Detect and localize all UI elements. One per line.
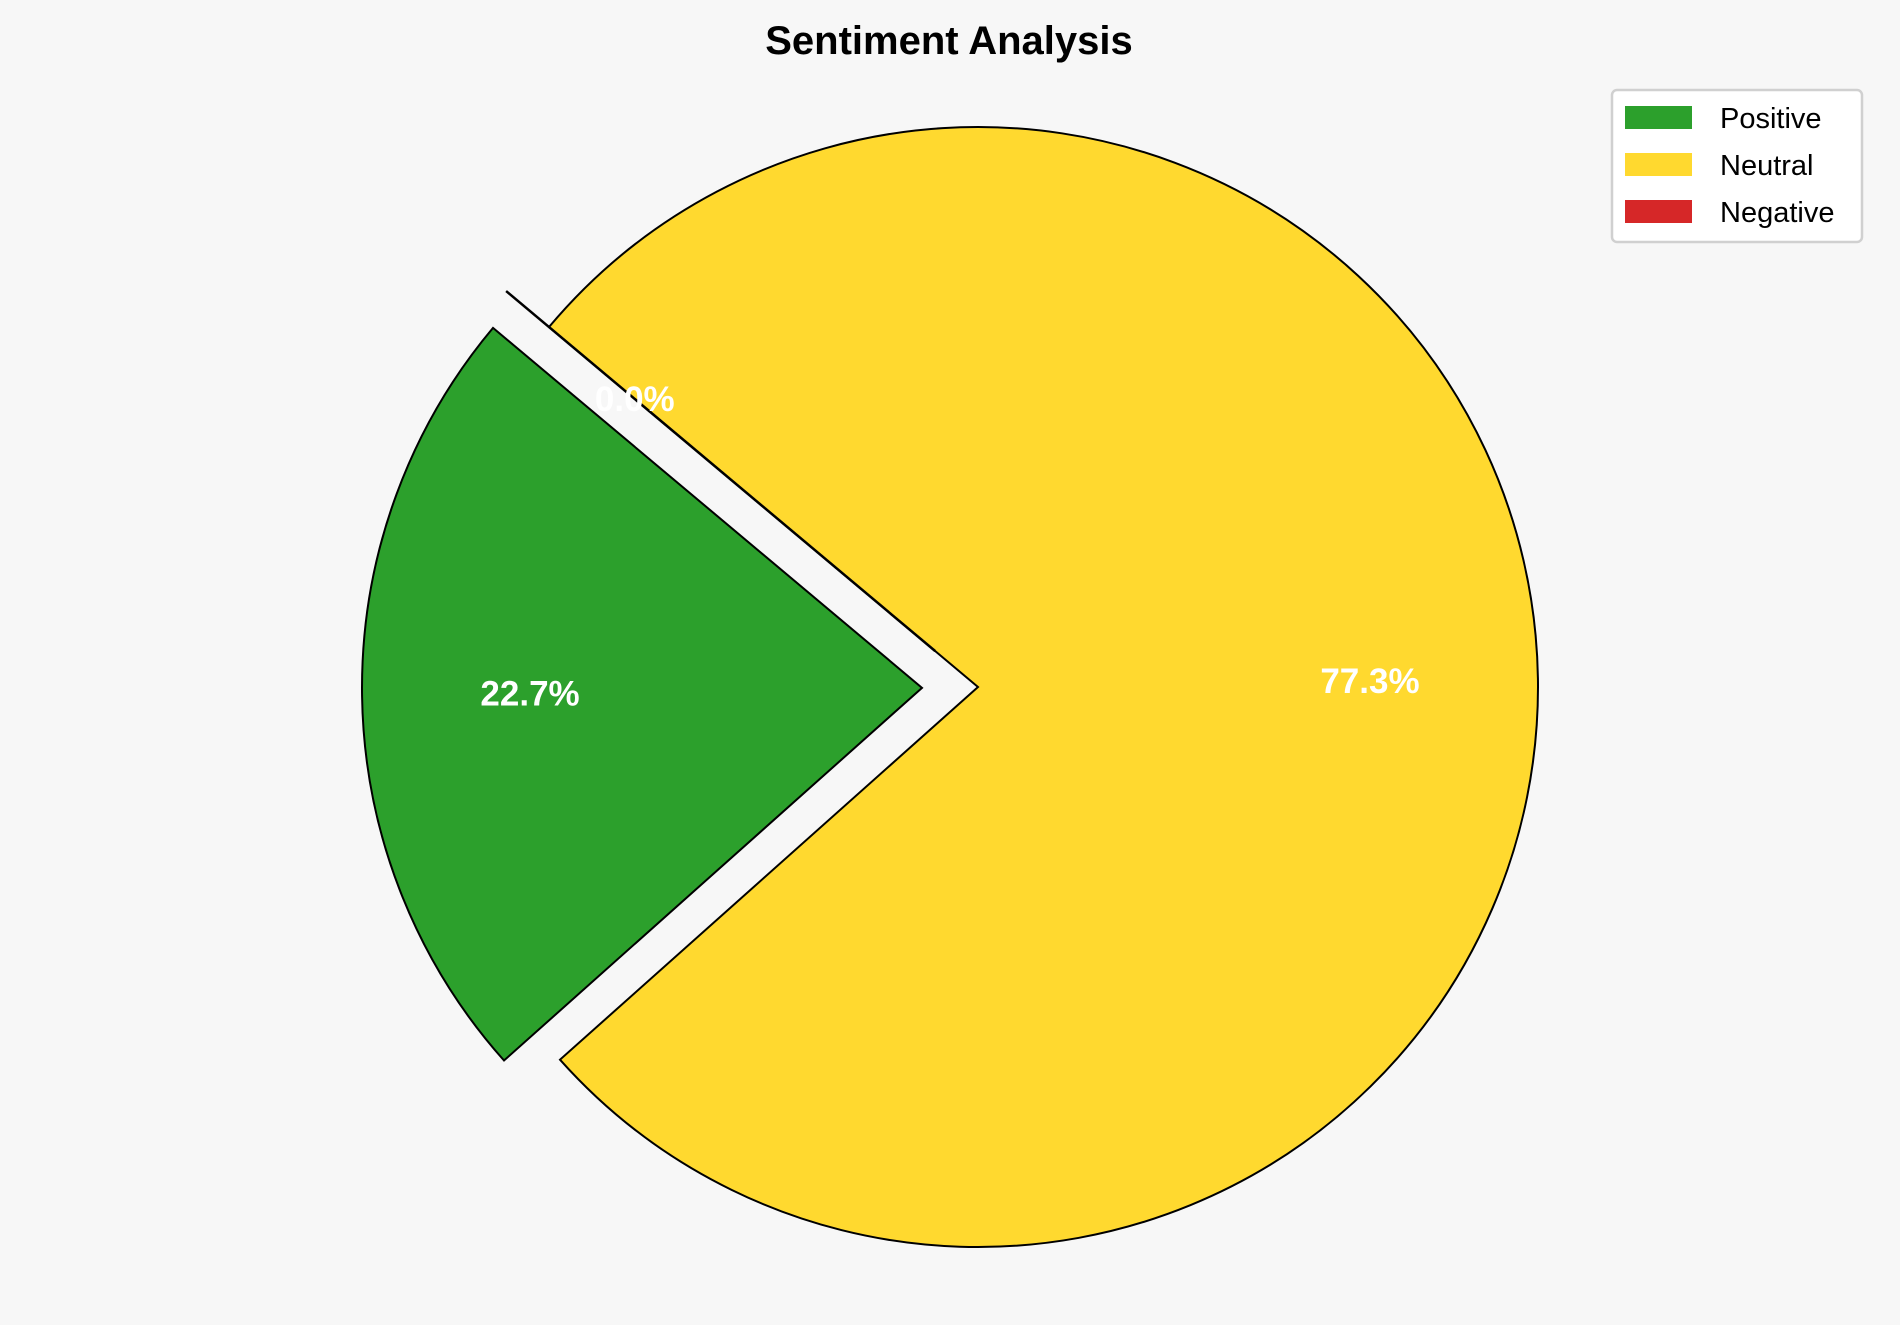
pct-label-negative: 0.0% <box>595 380 675 419</box>
pie-wedge-positive <box>361 326 924 1062</box>
legend-label-neutral: Neutral <box>1720 150 1814 182</box>
pct-label-positive: 22.7% <box>480 675 579 714</box>
pct-label-neutral: 77.3% <box>1320 662 1419 701</box>
legend-swatch-negative <box>1625 200 1692 223</box>
legend-swatch-neutral <box>1625 153 1692 176</box>
legend-label-negative: Negative <box>1720 197 1834 229</box>
legend-label-positive: Positive <box>1720 103 1822 135</box>
chart-title: Sentiment Analysis <box>765 19 1133 63</box>
legend: Positive Neutral Negative <box>1610 88 1864 244</box>
legend-swatch-positive <box>1625 106 1692 129</box>
pie-wedge-neutral <box>547 126 1539 1248</box>
pie-wedge-negative <box>505 290 936 652</box>
